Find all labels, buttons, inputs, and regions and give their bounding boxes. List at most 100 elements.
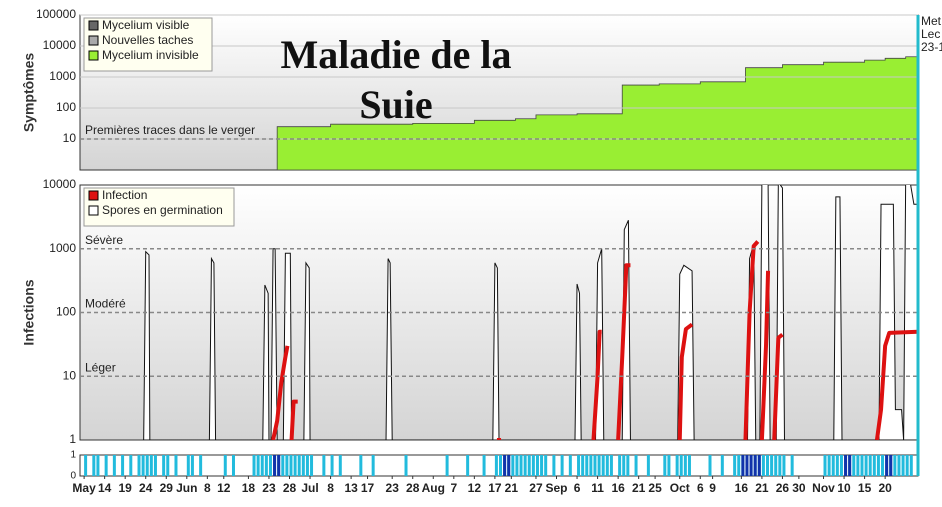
- wetness-bar: [149, 455, 153, 476]
- wetness-bar: [683, 455, 687, 476]
- x-tick-label: 10: [837, 481, 851, 495]
- y-tick-label: 1000: [49, 241, 76, 255]
- wetness-bar: [675, 455, 679, 476]
- wetness-bar: [881, 455, 885, 476]
- wetness-bar: [121, 455, 125, 476]
- wetness-bar: [145, 455, 149, 476]
- wetness-bar: [482, 455, 486, 476]
- wetness-bar: [852, 455, 856, 476]
- wetness-bar: [577, 455, 581, 476]
- legend-label: Mycelium visible: [102, 18, 190, 32]
- x-tick-label: 21: [505, 481, 519, 495]
- infection-line: [591, 329, 602, 440]
- wetness-bar: [519, 455, 523, 476]
- wetness-bar: [112, 455, 116, 476]
- wetness-bar: [568, 455, 572, 476]
- wetness-bar: [626, 455, 630, 476]
- wetness-bar: [256, 455, 260, 476]
- clipped-annotation: 23-1: [921, 40, 942, 54]
- wetness-bar: [782, 455, 786, 476]
- wetness-bar: [445, 455, 449, 476]
- wetness-bar: [848, 455, 852, 476]
- legend-swatch: [88, 205, 99, 216]
- wetness-bar: [663, 455, 667, 476]
- wetness-bar: [889, 455, 893, 476]
- x-tick-label: May: [72, 481, 96, 495]
- legend-swatch: [88, 190, 99, 201]
- infection-line: [874, 329, 918, 440]
- wetness-bar: [544, 455, 548, 476]
- infection-line: [289, 399, 298, 440]
- chart-title: Maladie de la Suie: [280, 32, 512, 127]
- wetness-bar: [293, 455, 297, 476]
- wetness-bar: [166, 455, 170, 476]
- legend-box: [83, 187, 235, 227]
- y-tick-label: 10000: [43, 177, 77, 191]
- wetness-bar: [289, 455, 293, 476]
- y-tick-label: 100000: [36, 7, 76, 21]
- wetness-bar: [605, 455, 609, 476]
- wetness-bar: [466, 455, 470, 476]
- legend-box: [83, 17, 213, 72]
- wetness-bar: [609, 455, 613, 476]
- x-tick-label: 21: [755, 481, 769, 495]
- wetness-bar: [260, 455, 264, 476]
- wetness-bar: [893, 455, 897, 476]
- wetness-bar: [273, 455, 277, 476]
- reference-label: Premières traces dans le verger: [85, 123, 255, 137]
- wetness-bar: [511, 455, 515, 476]
- x-tick-label: 15: [858, 481, 872, 495]
- x-tick-label: Jul: [301, 481, 318, 495]
- wetness-bar: [687, 455, 691, 476]
- wetness-bar: [831, 455, 835, 476]
- infection-line: [759, 270, 771, 440]
- wetness-bar: [868, 455, 872, 476]
- panel-marks: [143, 185, 918, 440]
- wetness-bar: [766, 455, 770, 476]
- wetness-bar: [84, 455, 88, 476]
- wetness-bar: [872, 455, 876, 476]
- legend-label: Spores en germination: [102, 203, 223, 217]
- wetness-bar: [371, 455, 375, 476]
- wetness-bar: [552, 455, 556, 476]
- wetness-bar: [679, 455, 683, 476]
- y-axis-title: Symptômes: [21, 53, 37, 133]
- wetness-bar: [745, 455, 749, 476]
- wetness-bar: [153, 455, 157, 476]
- wetness-bar: [757, 455, 761, 476]
- symptom-area: [276, 55, 918, 170]
- wetness-bar: [885, 455, 889, 476]
- wetness-bar: [174, 455, 178, 476]
- wetness-bar: [281, 455, 285, 476]
- x-tick-label: 20: [878, 481, 892, 495]
- infection-line: [616, 263, 631, 440]
- wetness-bar: [589, 455, 593, 476]
- wetness-bar: [186, 455, 190, 476]
- wetness-bar: [322, 455, 326, 476]
- x-tick-label: 23: [262, 481, 276, 495]
- x-tick-label: 24: [139, 481, 153, 495]
- legend-label: Mycelium invisible: [102, 48, 199, 62]
- wetness-bar: [901, 455, 905, 476]
- x-tick-label: 28: [406, 481, 420, 495]
- legend-swatch: [88, 50, 99, 61]
- wetness-bar: [601, 455, 605, 476]
- x-tick-label: 19: [119, 481, 133, 495]
- y-tick-label: 100: [56, 100, 76, 114]
- wetness-bar: [223, 455, 227, 476]
- infection-line: [271, 345, 290, 440]
- reference-label: Modéré: [85, 297, 126, 311]
- wetness-bar: [897, 455, 901, 476]
- wetness-bar: [585, 455, 589, 476]
- clipped-annotation: Lec: [921, 27, 940, 41]
- x-tick-label: 12: [217, 481, 231, 495]
- wetness-bar: [277, 455, 281, 476]
- wetness-bar: [523, 455, 527, 476]
- x-tick-label: 11: [591, 481, 604, 495]
- legend-label: Infection: [102, 188, 147, 202]
- wetness-bar: [268, 455, 272, 476]
- y-tick-label: 0: [70, 471, 76, 482]
- legend-swatch: [88, 35, 99, 46]
- y-tick-label: 1: [69, 432, 76, 446]
